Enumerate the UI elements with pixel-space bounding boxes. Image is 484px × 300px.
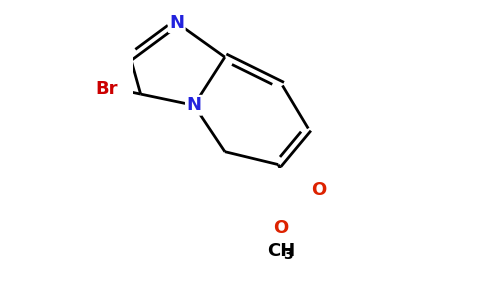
Text: O: O: [311, 181, 327, 199]
Text: N: N: [169, 14, 184, 32]
Text: N: N: [186, 96, 201, 114]
Text: 3: 3: [283, 248, 292, 262]
Text: CH: CH: [267, 242, 295, 260]
Text: Br: Br: [96, 80, 118, 98]
Text: O: O: [273, 219, 289, 237]
